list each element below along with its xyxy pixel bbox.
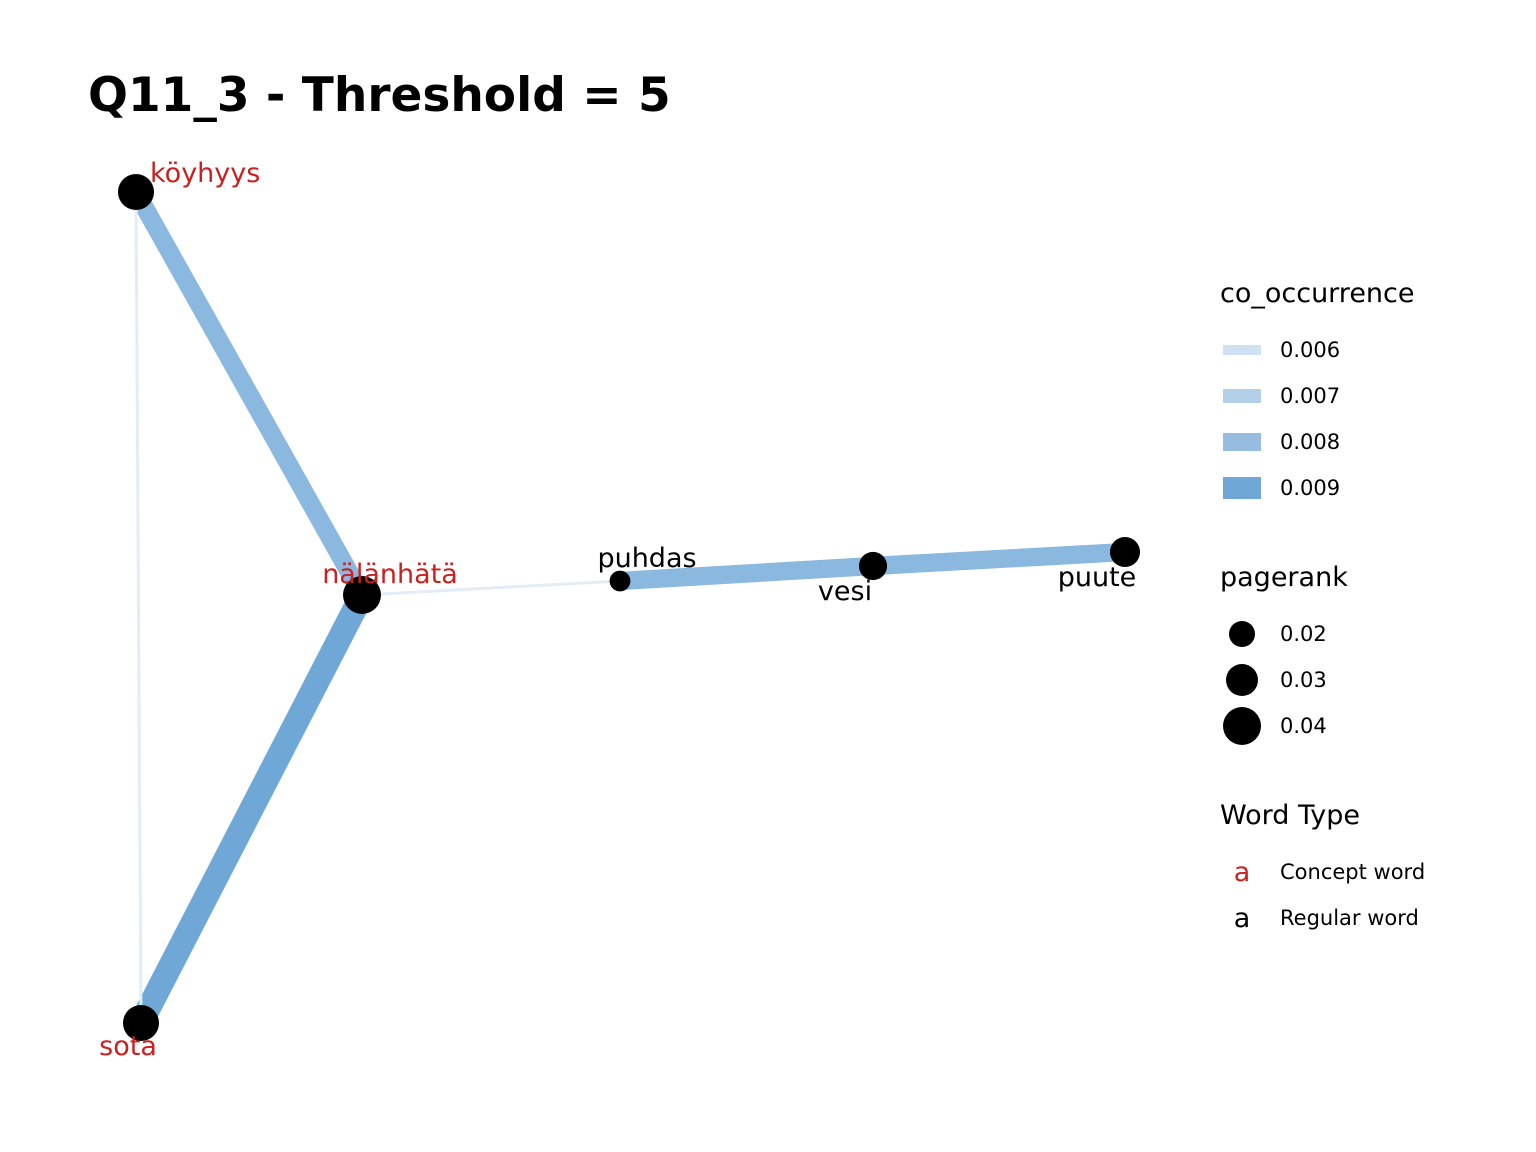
node-label-puhdas: puhdas [597, 543, 696, 574]
pagerank-legend: pagerank 0.02 0.03 0.04 [1220, 562, 1348, 749]
node-label-puute: puute [1058, 562, 1137, 593]
word-type-legend-label: Regular word [1280, 906, 1419, 930]
pagerank-dot [1223, 707, 1261, 745]
pagerank-legend-item: 0.03 [1220, 657, 1348, 703]
pagerank-legend-label: 0.02 [1280, 622, 1327, 646]
co-occurrence-legend-label: 0.008 [1280, 430, 1341, 454]
edge-vesi-puute [872, 542, 1126, 576]
word-type-legend-label: Concept word [1280, 860, 1426, 884]
word-type-legend-item: a Concept word [1220, 849, 1425, 895]
co-occurrence-swatch [1220, 419, 1264, 465]
chart-title: Q11_3 - Threshold = 5 [88, 68, 671, 123]
co-occurrence-legend-item: 0.007 [1220, 373, 1415, 419]
pagerank-dot [1225, 663, 1259, 697]
pagerank-legend-label: 0.03 [1280, 668, 1327, 692]
co-occurrence-legend-item: 0.006 [1220, 327, 1415, 373]
node-puhdas [609, 570, 631, 592]
edge-nälänhätä-puhdas [361, 579, 621, 597]
co-occurrence-legend-label: 0.006 [1280, 338, 1341, 362]
pagerank-dot [1228, 620, 1256, 648]
node-label-sota: sota [99, 1031, 157, 1062]
pagerank-legend-label: 0.04 [1280, 714, 1327, 738]
edge-puhdas-vesi [619, 556, 874, 591]
word-type-glyph: a [1233, 902, 1251, 934]
edge-köyhyys-sota [134, 191, 143, 1024]
co-occurrence-legend-title: co_occurrence [1220, 278, 1415, 309]
co-occurrence-legend-item: 0.008 [1220, 419, 1415, 465]
node-label-vesi: vesi [818, 576, 872, 607]
word-type-legend-title: Word Type [1220, 800, 1360, 831]
node-sota [122, 1004, 160, 1042]
co-occurrence-swatch [1220, 327, 1264, 373]
edges-layer [128, 187, 1126, 1029]
node-vesi [858, 551, 888, 581]
co-occurrence-swatch [1220, 465, 1264, 511]
node-label-nälänhätä: nälänhätä [322, 559, 458, 590]
node-nälänhätä [343, 576, 381, 614]
node-köyhyys [117, 173, 155, 211]
nodes-layer [117, 173, 1141, 1042]
edge-nälänhätä-sota [130, 589, 373, 1029]
labels-layer: köyhyys nälänhätä sota puhdas vesi puute [99, 158, 1136, 1062]
co-occurrence-legend-item: 0.009 [1220, 465, 1415, 511]
word-type-legend: Word Type a Concept word a Regular word [1220, 800, 1425, 941]
co-occurrence-legend: co_occurrence 0.006 0.007 0.008 0.009 [1220, 278, 1415, 511]
co-occurrence-legend-label: 0.009 [1280, 476, 1341, 500]
edge-köyhyys-nälänhätä [128, 187, 370, 600]
word-type-glyph: a [1233, 856, 1251, 888]
co-occurrence-legend-label: 0.007 [1280, 384, 1341, 408]
pagerank-legend-item: 0.02 [1220, 611, 1348, 657]
pagerank-legend-item: 0.04 [1220, 703, 1348, 749]
node-puute [1109, 536, 1141, 568]
word-type-legend-item: a Regular word [1220, 895, 1419, 941]
pagerank-legend-title: pagerank [1220, 562, 1348, 593]
node-label-köyhyys: köyhyys [150, 158, 260, 189]
co-occurrence-swatch [1220, 373, 1264, 419]
